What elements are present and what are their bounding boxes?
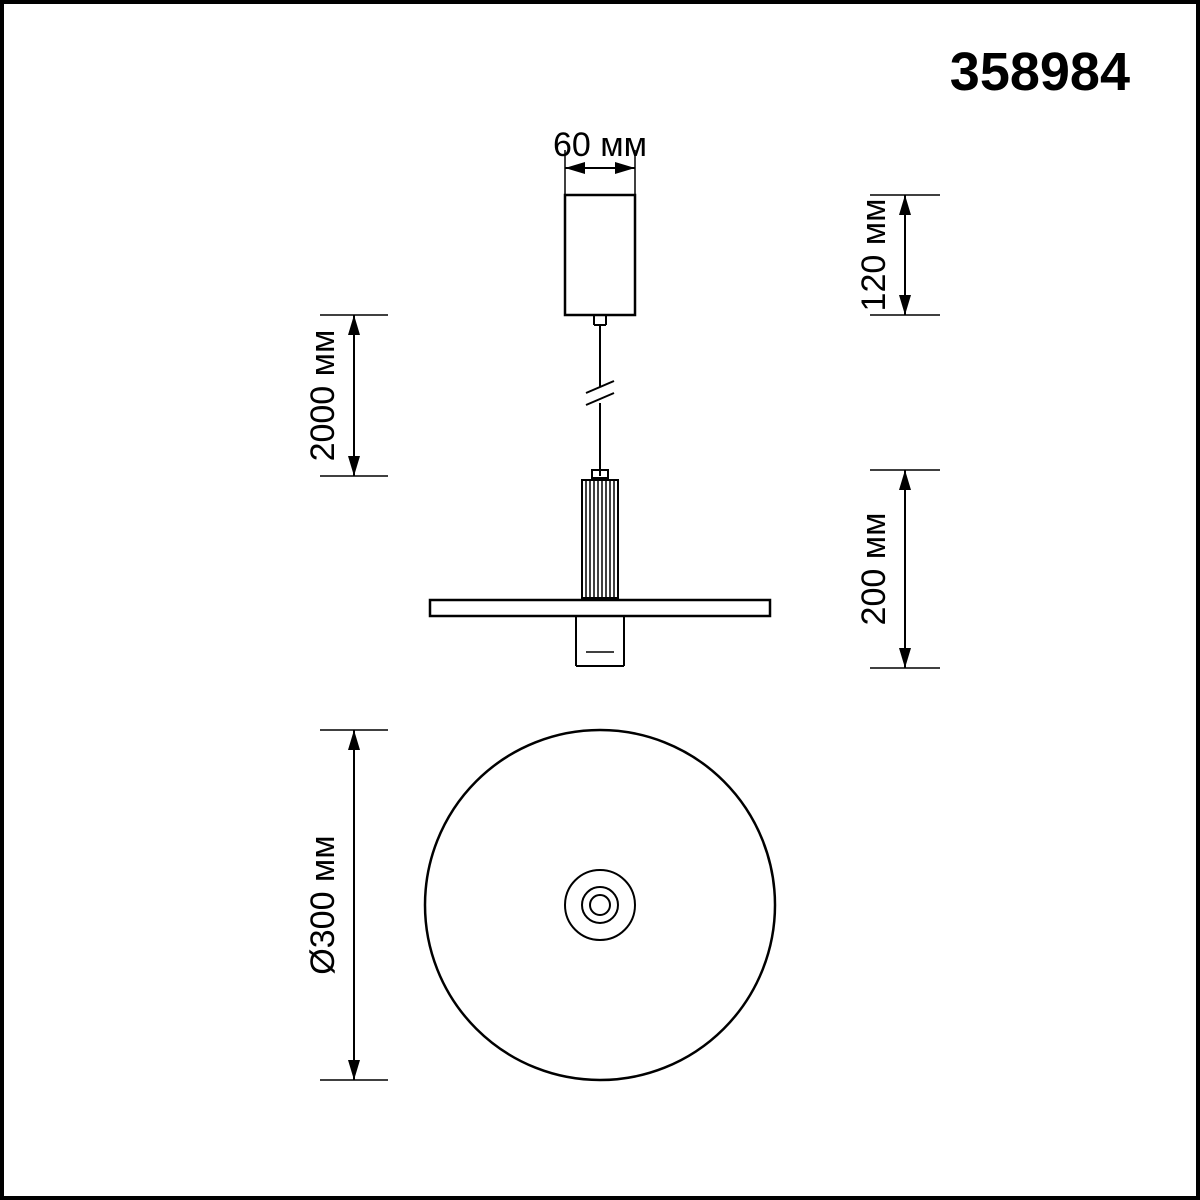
drawing-stroke xyxy=(565,195,635,315)
dimension-label: 2000 мм xyxy=(304,330,342,462)
drawing-stroke xyxy=(348,730,360,750)
drawing-stroke xyxy=(348,456,360,476)
dimension-label: 60 мм xyxy=(553,126,647,164)
drawing-stroke xyxy=(899,470,911,490)
drawing-stroke xyxy=(348,315,360,335)
drawing-stroke xyxy=(582,480,618,598)
drawing-stroke xyxy=(582,887,618,923)
drawing-stroke xyxy=(899,648,911,668)
drawing-stroke xyxy=(430,600,770,616)
drawing-stroke xyxy=(899,295,911,315)
drawing-stroke xyxy=(565,870,635,940)
dimension-label: 200 мм xyxy=(855,513,893,626)
drawing-stroke xyxy=(425,730,775,1080)
dimension-label: 120 мм xyxy=(855,199,893,312)
drawing-stroke xyxy=(348,1060,360,1080)
product-code: 358984 xyxy=(950,42,1130,102)
drawing-stroke xyxy=(590,895,610,915)
drawing-stroke xyxy=(899,195,911,215)
dimension-label: Ø300 мм xyxy=(304,835,342,974)
